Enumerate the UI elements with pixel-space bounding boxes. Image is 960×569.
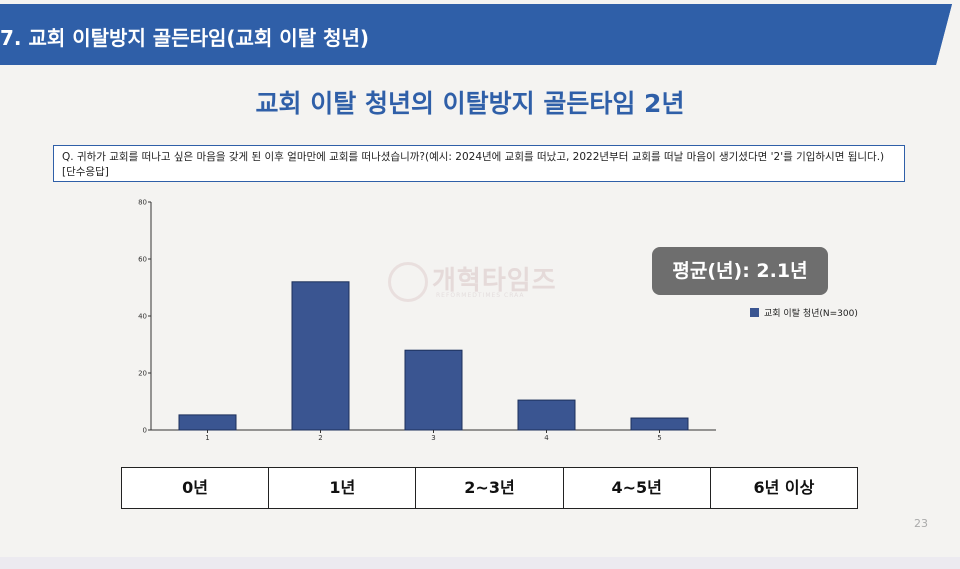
category-cell-0: 0년 [122,468,270,508]
legend-swatch [750,308,759,317]
x-tick-label: 4 [544,434,549,442]
category-cell-2: 2~3년 [416,468,564,508]
header-band [0,4,952,65]
category-cell-1: 1년 [269,468,417,508]
y-tick-label: 20 [138,370,147,378]
bar-2 [291,281,350,431]
bar-5 [630,417,689,431]
bottom-strip [0,557,960,569]
category-cell-3: 4~5년 [564,468,711,508]
page-number: 23 [914,517,928,530]
x-tick-label: 2 [318,434,322,442]
x-tick-label: 5 [657,434,661,442]
bar-3 [404,349,463,431]
x-tick-label: 1 [205,434,209,442]
y-tick-label: 60 [138,256,147,264]
watermark-logo-icon [388,262,428,302]
chart-legend: 교회 이탈 청년(N=300) [750,306,858,319]
y-tick-label: 0 [143,427,147,435]
watermark-brand: 개혁타임즈 [432,266,557,296]
bar-4 [517,399,576,431]
chart-bars [178,281,689,431]
question-text: Q. 귀하가 교회를 떠나고 싶은 마음을 갖게 된 이후 얼마만에 교회를 떠… [62,151,885,178]
x-axis-ticks: 1 2 3 4 5 [205,430,662,442]
watermark-sub: REFORMEDTIMES CRAA [436,292,525,299]
y-tick-label: 40 [138,313,147,321]
category-table: 0년 1년 2~3년 4~5년 6년 이상 [121,467,858,509]
average-badge: 평균(년): 2.1년 [652,247,828,295]
legend-label: 교회 이탈 청년(N=300) [764,309,858,319]
category-cell-4: 6년 이상 [753,478,815,497]
header-title: 7. 교회 이탈방지 골든타임(교회 이탈 청년) [0,26,370,50]
x-tick-label: 3 [431,434,435,442]
y-tick-label: 80 [138,199,147,207]
y-axis-ticks: 0 20 40 60 80 [138,199,151,435]
bar-1 [178,414,237,431]
question-box: Q. 귀하가 교회를 떠나고 싶은 마음을 갖게 된 이후 얼마만에 교회를 떠… [53,145,905,182]
page-title: 교회 이탈 청년의 이탈방지 골든타임 2년 [255,89,685,118]
